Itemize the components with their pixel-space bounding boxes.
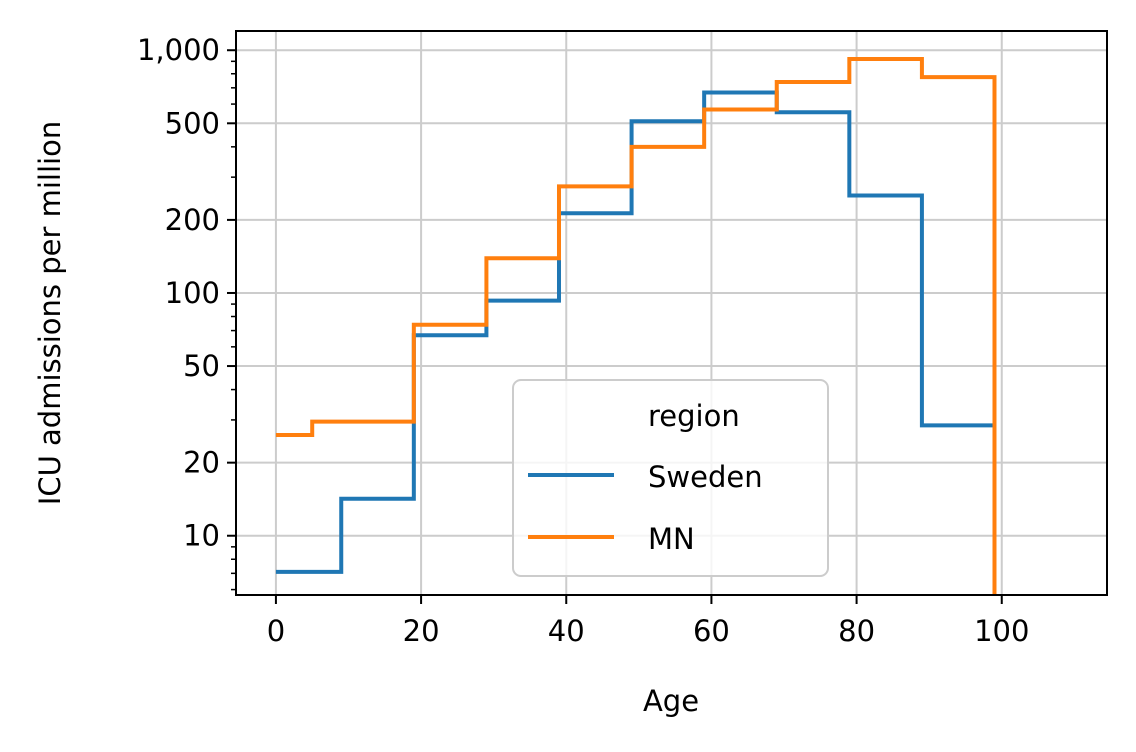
x-tick-label: 20 bbox=[403, 614, 440, 648]
y-tick-label: 200 bbox=[165, 203, 220, 237]
series-layer bbox=[275, 57, 997, 595]
x-axis-title: Age bbox=[643, 684, 699, 718]
y-tick-label: 20 bbox=[183, 446, 220, 480]
legend-label-sweden: Sweden bbox=[648, 460, 763, 494]
x-tick-label: 40 bbox=[548, 614, 585, 648]
y-tick-label: 500 bbox=[165, 106, 220, 140]
grid bbox=[236, 31, 1107, 595]
ticks: 0 20 40 60 80 100 10 20 50 100 200 500 1,000 bbox=[137, 33, 1029, 648]
series-line-mn bbox=[275, 57, 997, 595]
y-tick-label: 100 bbox=[165, 276, 220, 310]
y-tick-label: 10 bbox=[183, 519, 220, 553]
legend-label-mn: MN bbox=[648, 522, 695, 556]
x-tick-label: 60 bbox=[693, 614, 730, 648]
legend: region Sweden MN bbox=[512, 379, 829, 577]
legend-box bbox=[512, 379, 829, 577]
plot-frame bbox=[235, 30, 1108, 596]
x-tick-label: 0 bbox=[267, 614, 285, 648]
y-tick-label: 50 bbox=[183, 349, 220, 383]
y-tick-label: 1,000 bbox=[137, 33, 220, 67]
x-tick-label: 100 bbox=[974, 614, 1029, 648]
legend-title: region bbox=[648, 399, 740, 433]
y-axis-title: ICU admissions per million bbox=[33, 121, 67, 505]
x-tick-label: 80 bbox=[838, 614, 875, 648]
